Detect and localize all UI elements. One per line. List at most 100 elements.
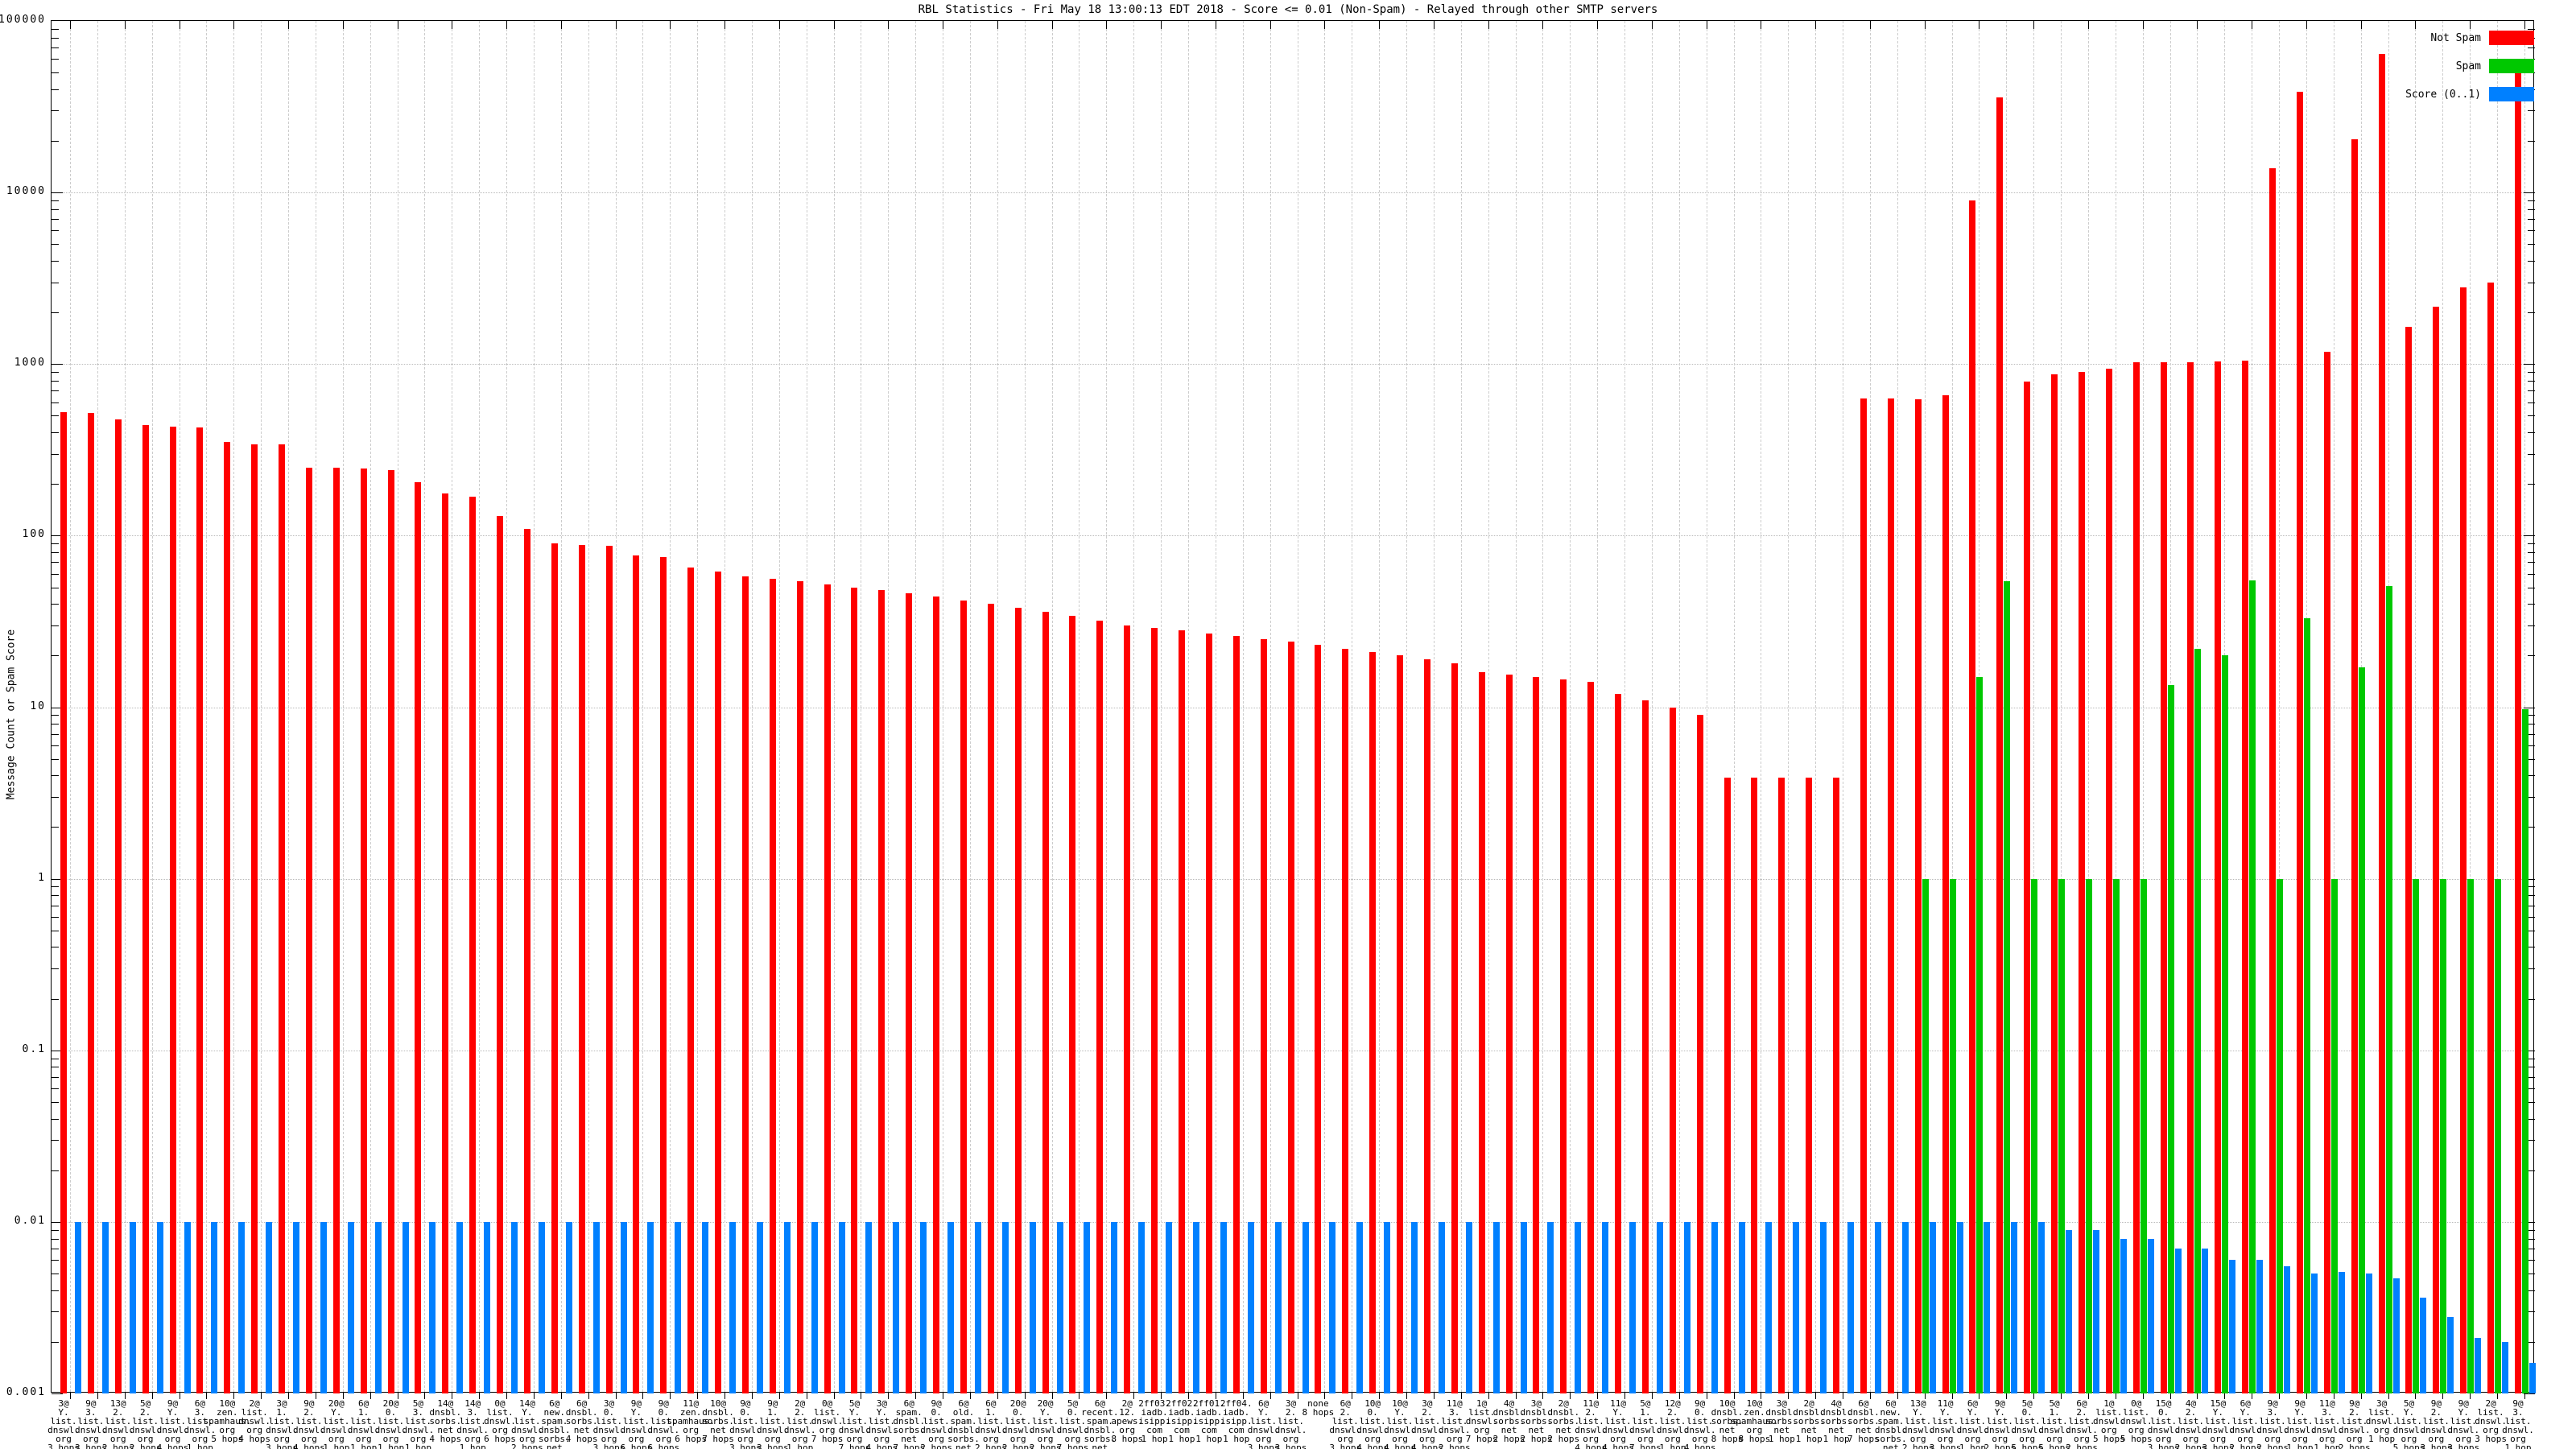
- x-tick-label: 6@ 2. list. dnswl. org 3 hops: [1329, 1398, 1362, 1449]
- bar-score-0-1-: [2420, 1298, 2427, 1393]
- bar-not-spam: [497, 516, 504, 1393]
- right-minor-tick: [2528, 1311, 2535, 1313]
- legend-label: Spam: [2455, 60, 2481, 72]
- left-major-tick: [52, 1221, 63, 1223]
- bar-not-spam: [196, 427, 204, 1393]
- bottom-tick: [724, 1392, 726, 1399]
- bar-score-0-1-: [811, 1221, 818, 1393]
- bar-not-spam: [305, 467, 312, 1393]
- left-minor-tick: [52, 562, 59, 564]
- v-gridline: [2497, 21, 2499, 1392]
- bar-score-0-1-: [756, 1221, 763, 1393]
- bar-score-0-1-: [893, 1221, 900, 1393]
- v-gridline: [2061, 21, 2062, 1392]
- v-gridline: [261, 21, 262, 1392]
- bar-score-0-1-: [538, 1221, 545, 1393]
- top-tick: [1106, 21, 1108, 29]
- left-minor-tick: [52, 89, 59, 90]
- right-minor-tick: [2528, 484, 2535, 485]
- bottom-tick: [2415, 1392, 2417, 1399]
- bar-score-0-1-: [320, 1221, 327, 1393]
- bar-score-0-1-: [1820, 1221, 1827, 1393]
- left-minor-tick: [52, 573, 59, 575]
- bar-not-spam: [1505, 674, 1513, 1393]
- bar-score-0-1-: [1874, 1221, 1881, 1393]
- left-major-tick: [52, 878, 63, 880]
- bar-score-0-1-: [184, 1221, 191, 1393]
- right-minor-tick: [2528, 415, 2535, 417]
- x-tick-label: 0@ list. dnswl. org 6 hops: [484, 1398, 516, 1444]
- bar-not-spam: [1560, 679, 1567, 1393]
- left-minor-tick: [52, 796, 59, 798]
- bar-not-spam: [1751, 777, 1758, 1393]
- bar-not-spam: [442, 493, 449, 1393]
- x-tick-label: 2@ list. dnswl. org 4 hops: [238, 1398, 271, 1444]
- x-tick-label: 6@ dnsbl. sorbs. net 4 hops: [565, 1398, 598, 1444]
- right-minor-tick: [2528, 745, 2535, 746]
- bottom-tick: [369, 1392, 371, 1399]
- y-tick-label: 1: [38, 871, 46, 884]
- bar-score-0-1-: [1329, 1221, 1336, 1393]
- bar-not-spam: [1451, 663, 1458, 1393]
- x-tick-label: 10@ Y. list. dnswl. org 4 hops: [1384, 1398, 1416, 1449]
- x-tick-label: 14@ 3. list. dnswl. org 1 hop: [456, 1398, 489, 1449]
- bar-score-0-1-: [838, 1221, 845, 1393]
- bar-not-spam: [114, 419, 122, 1393]
- x-tick-label: 2@ dnsbl. sorbs. net 2 hops: [1547, 1398, 1580, 1444]
- bar-not-spam: [1042, 611, 1049, 1393]
- v-gridline: [369, 21, 371, 1392]
- v-gridline: [1815, 21, 1817, 1392]
- x-tick-label: 5@ 3. list. dnswl. org 1 hop: [402, 1398, 435, 1449]
- bar-score-0-1-: [2202, 1248, 2209, 1393]
- chart-title: RBL Statistics - Fri May 18 13:00:13 EDT…: [918, 3, 1658, 16]
- x-tick-label: 9@ 0. list. dnswl. org 3 hops: [729, 1398, 762, 1449]
- x-tick-label: 4@ dnsbl. sorbs. net 2 hops: [1492, 1398, 1525, 1444]
- bar-score-0-1-: [1547, 1221, 1554, 1393]
- v-gridline: [1433, 21, 1435, 1392]
- v-gridline: [479, 21, 481, 1392]
- bar-score-0-1-: [1438, 1221, 1445, 1393]
- bar-score-0-1-: [1029, 1221, 1036, 1393]
- bar-not-spam: [1342, 648, 1349, 1393]
- bar-score-0-1-: [1084, 1221, 1091, 1393]
- bottom-tick: [233, 1392, 235, 1399]
- x-tick-label: 3@ dnsbl. sorbs. net 1 hop: [1765, 1398, 1798, 1444]
- v-gridline: [1051, 21, 1053, 1392]
- top-tick: [1542, 21, 1544, 29]
- bottom-tick: [1788, 1392, 1790, 1399]
- v-gridline: [915, 21, 917, 1392]
- x-tick-label: 9@ Y. list. dnswl. org 2 hops: [1984, 1398, 2017, 1449]
- bottom-tick: [2169, 1392, 2171, 1399]
- bottom-tick: [342, 1392, 344, 1399]
- x-tick-label: 13@ 2. list. dnswl. org 2 hops: [101, 1398, 134, 1449]
- left-minor-tick: [52, 260, 59, 262]
- top-tick: [506, 21, 508, 29]
- y-tick-label: 1000: [14, 357, 46, 369]
- x-tick-label: 20@ 0. list. dnswl. org 2 hops: [1001, 1398, 1034, 1449]
- bottom-tick: [2360, 1392, 2362, 1399]
- bar-not-spam: [1014, 607, 1022, 1393]
- x-tick-label: 5@ 1. list. dnswl. org 5 hops: [2038, 1398, 2070, 1449]
- v-gridline: [2279, 21, 2281, 1392]
- v-gridline: [1133, 21, 1135, 1392]
- bar-spam: [2440, 878, 2447, 1393]
- v-gridline: [1406, 21, 1407, 1392]
- bottom-tick: [1897, 1392, 1898, 1399]
- right-minor-tick: [2528, 244, 2535, 246]
- bottom-tick: [206, 1392, 208, 1399]
- x-tick-label: 6@ Y. list. dnswl. org 1 hop: [1956, 1398, 1989, 1449]
- bar-score-0-1-: [2229, 1260, 2236, 1393]
- bottom-tick: [2224, 1392, 2226, 1399]
- bar-score-0-1-: [1738, 1221, 1745, 1393]
- top-tick: [1651, 21, 1653, 29]
- v-gridline: [2415, 21, 2417, 1392]
- bar-score-0-1-: [2147, 1238, 2154, 1393]
- bar-score-0-1-: [1793, 1221, 1800, 1393]
- bottom-tick: [1515, 1392, 1517, 1399]
- left-minor-tick: [52, 733, 59, 735]
- left-major-tick: [52, 364, 63, 365]
- x-tick-label: 11@ 2. list. dnswl. org 4 hops: [1575, 1398, 1608, 1449]
- bar-not-spam: [1205, 633, 1212, 1393]
- left-minor-tick: [52, 230, 59, 232]
- bottom-tick: [1924, 1392, 1926, 1399]
